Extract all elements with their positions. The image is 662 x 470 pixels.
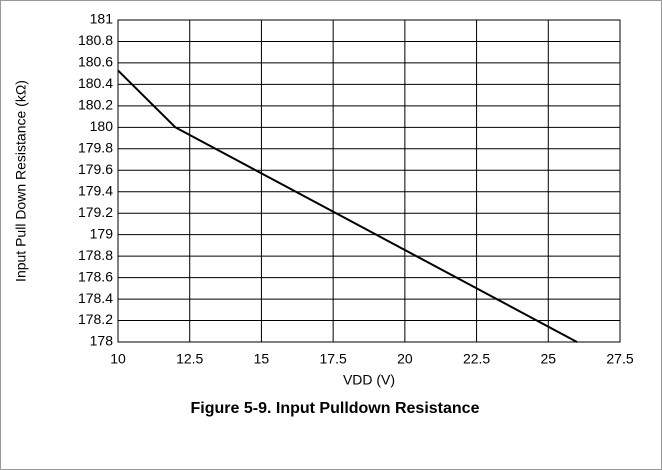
x-tick-label: 15 [254, 351, 270, 367]
y-tick-label: 179.8 [78, 140, 113, 156]
x-tick-label: 10 [110, 351, 126, 367]
y-tick-label: 180.4 [78, 75, 113, 91]
data-line [117, 69, 578, 343]
x-tick-label: 17.5 [320, 351, 347, 367]
x-tick-label: 20 [397, 351, 413, 367]
y-tick-label: 178.6 [78, 268, 113, 284]
x-tick-label: 27.5 [606, 351, 633, 367]
x-axis-label: VDD (V) [343, 372, 395, 388]
y-tick-label: 179.4 [78, 182, 113, 198]
y-tick-label: 178 [90, 333, 114, 349]
y-tick-label: 180.2 [78, 97, 113, 113]
x-tick-label: 12.5 [176, 351, 203, 367]
plot-area [117, 19, 621, 343]
y-tick-label: 178.4 [78, 290, 113, 306]
y-tick-label: 180.6 [78, 54, 113, 70]
y-tick-label: 180 [90, 118, 114, 134]
y-tick-label: 180.8 [78, 32, 113, 48]
y-tick-label: 181 [90, 11, 114, 27]
y-tick-label: 179.2 [78, 204, 113, 220]
y-tick-label: 178.2 [78, 311, 113, 327]
y-tick-label: 179.6 [78, 161, 113, 177]
x-tick-label: 22.5 [463, 351, 490, 367]
y-tick-label: 179 [90, 225, 114, 241]
y-tick-label: 178.8 [78, 247, 113, 263]
chart-title: Figure 5-9. Input Pulldown Resistance [191, 400, 480, 417]
x-tick-label: 25 [540, 351, 556, 367]
y-axis-label: Input Pull Down Resistance (kΩ) [13, 80, 29, 282]
